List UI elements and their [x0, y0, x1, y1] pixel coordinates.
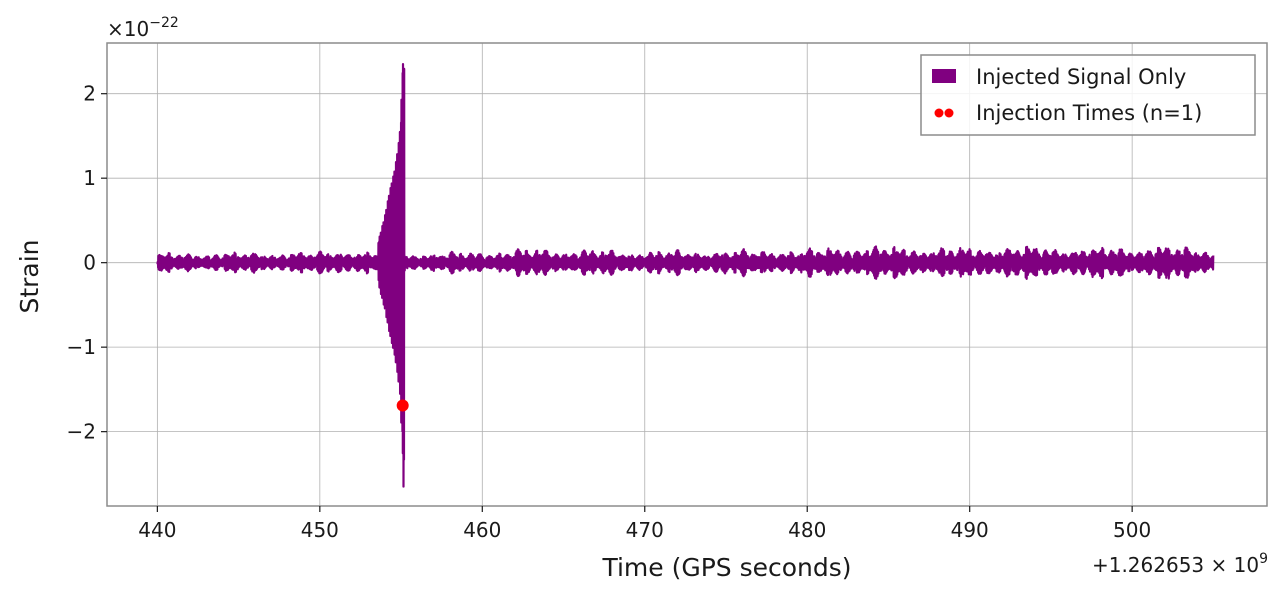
- x-tick-label: 470: [626, 518, 664, 542]
- x-tick-label: 480: [788, 518, 826, 542]
- injection-time-marker: [396, 399, 409, 412]
- x-tick-label: 460: [463, 518, 501, 542]
- legend-swatch-injected-signal: [932, 69, 956, 83]
- y-multiplier-exponent: −22: [149, 15, 179, 31]
- series-line-injected-signal: [156, 63, 1215, 488]
- y-tick-label: 1: [83, 166, 96, 190]
- x-axis-offset: +1.262653 × 109: [1092, 551, 1268, 577]
- x-tick-label: 450: [301, 518, 339, 542]
- legend-label-injected-signal: Injected Signal Only: [976, 65, 1186, 89]
- y-tick-label: 2: [83, 82, 96, 106]
- y-tick-label: −2: [67, 420, 96, 444]
- y-axis-ticks: −2 −1 0 1 2: [67, 82, 107, 444]
- x-offset-exponent: 9: [1259, 551, 1268, 567]
- y-tick-label: −1: [67, 335, 96, 359]
- legend-label-injection-times: Injection Times (n=1): [976, 101, 1202, 125]
- x-axis-ticks: 440 450 460 470 480 490 500: [138, 506, 1151, 542]
- y-multiplier-base: ×10: [107, 17, 149, 41]
- y-axis-label: Strain: [15, 239, 44, 313]
- svg-text:×10−22: ×10−22: [107, 15, 179, 41]
- plot-area: [156, 63, 1215, 488]
- legend-marker-injection-times: [934, 108, 944, 118]
- axes-frame: [106, 42, 1268, 507]
- y-axis-multiplier: ×10−22: [107, 15, 179, 41]
- legend-box: [920, 54, 1256, 136]
- x-axis-label: Time (GPS seconds): [601, 553, 851, 582]
- svg-text:+1.262653 × 109: +1.262653 × 109: [1092, 551, 1268, 577]
- x-tick-label: 490: [951, 518, 989, 542]
- x-offset-base: +1.262653 × 10: [1092, 553, 1259, 577]
- x-tick-label: 440: [138, 518, 176, 542]
- x-tick-label: 500: [1113, 518, 1151, 542]
- legend: Injected Signal Only Injection Times (n=…: [920, 54, 1256, 136]
- y-tick-label: 0: [83, 251, 96, 275]
- legend-marker-injection-times-2: [944, 108, 954, 118]
